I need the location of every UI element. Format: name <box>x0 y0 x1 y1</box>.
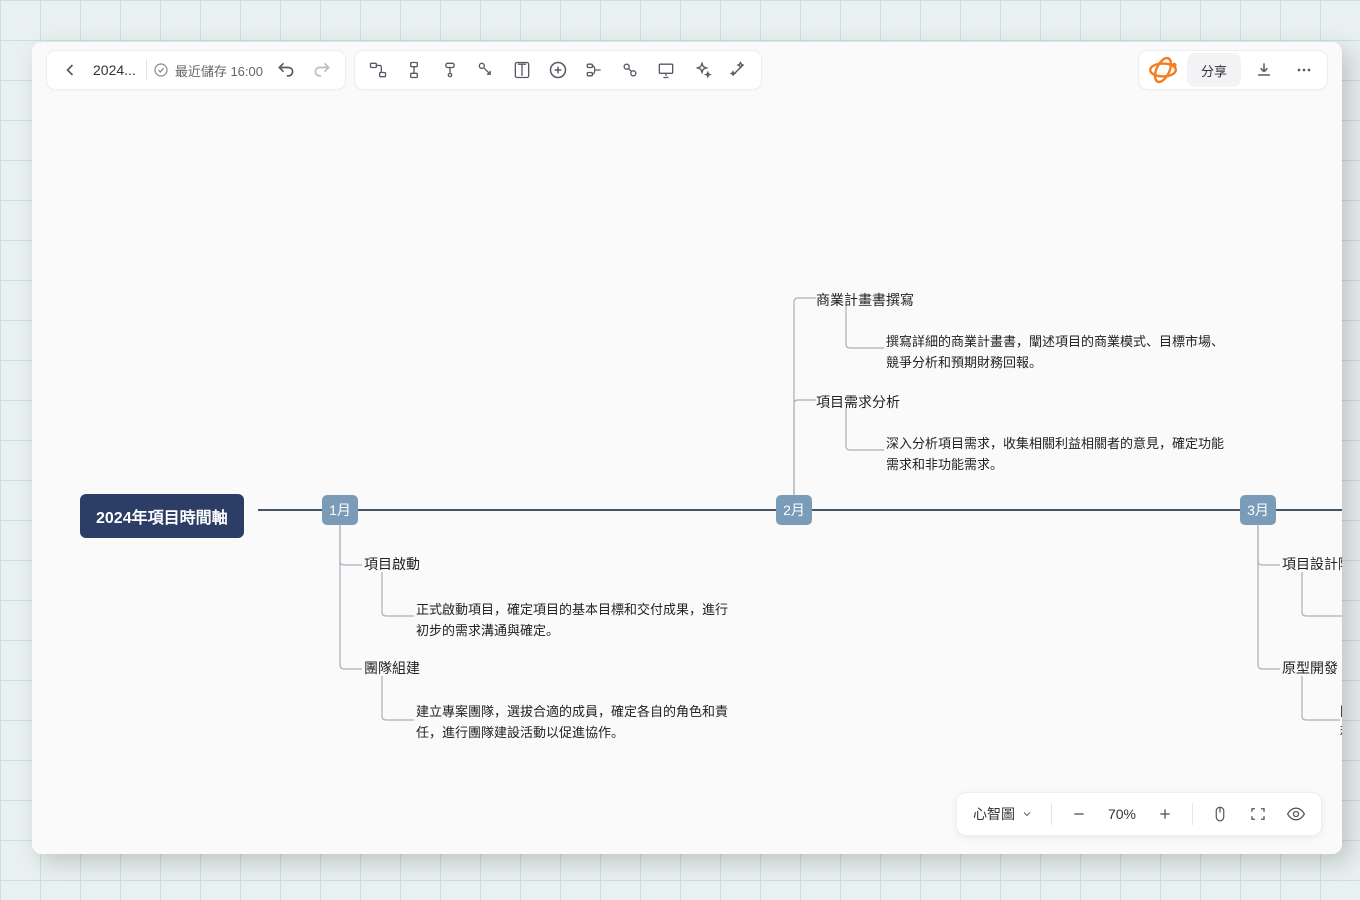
text-button[interactable] <box>505 53 539 87</box>
add-button[interactable] <box>541 53 575 87</box>
tools-group <box>354 50 762 90</box>
preview-button[interactable] <box>1281 799 1311 829</box>
magic-button[interactable] <box>721 53 755 87</box>
branch-title[interactable]: 項目需求分析 <box>816 392 900 412</box>
download-button[interactable] <box>1247 53 1281 87</box>
timeline-segment <box>812 509 1240 511</box>
branch-title[interactable]: 團隊組建 <box>364 658 420 678</box>
fit-screen-button[interactable] <box>1243 799 1273 829</box>
ai-sparkle-button[interactable] <box>685 53 719 87</box>
mindmap-root[interactable]: 2024年項目時間軸 <box>80 494 244 538</box>
month-node-1[interactable]: 1月 <box>322 495 358 525</box>
mouse-mode-button[interactable] <box>1205 799 1235 829</box>
chevron-down-icon <box>1021 808 1033 820</box>
summary-button[interactable] <box>577 53 611 87</box>
branch-desc[interactable]: 建立專案團隊，選拔合適的成員，確定各自的角色和責任，進行團隊建設活動以促進協作。 <box>416 702 736 744</box>
more-button[interactable] <box>1287 53 1321 87</box>
branch-desc[interactable]: 撰寫詳細的商業計畫書，闡述項目的商業模式、目標市場、競爭分析和預期財務回報。 <box>886 332 1226 374</box>
timeline-segment <box>258 509 322 511</box>
toolbar: 2024... 最近儲存 16:00 <box>32 42 1342 98</box>
add-floating-button[interactable] <box>433 53 467 87</box>
relationship-button[interactable] <box>469 53 503 87</box>
timeline-segment <box>1276 509 1342 511</box>
add-sibling-button[interactable] <box>397 53 431 87</box>
timeline-segment <box>358 509 776 511</box>
undo-button[interactable] <box>269 53 303 87</box>
branch-title[interactable]: 項目啟動 <box>364 554 420 574</box>
zoom-in-button[interactable] <box>1150 799 1180 829</box>
branch-desc[interactable]: 開發利益 <box>1340 702 1342 741</box>
back-button[interactable] <box>53 53 87 87</box>
title-group: 2024... 最近儲存 16:00 <box>46 50 346 90</box>
check-icon <box>153 62 169 78</box>
zoom-percent[interactable]: 70% <box>1102 806 1142 822</box>
redo-button[interactable] <box>305 53 339 87</box>
boundary-button[interactable] <box>613 53 647 87</box>
app-logo-icon[interactable] <box>1145 52 1181 88</box>
app-window: 2024... 最近儲存 16:00 <box>32 42 1342 854</box>
mindmap-canvas[interactable]: 2024年項目時間軸 1月 2月 3月 項目啟動 正式啟動項目，確定項目的基本目… <box>32 98 1342 854</box>
branch-title[interactable]: 項目設計階 <box>1282 554 1342 574</box>
branch-desc[interactable]: 深入分析項目需求，收集相關利益相關者的意見，確定功能需求和非功能需求。 <box>886 434 1226 476</box>
presentation-button[interactable] <box>649 53 683 87</box>
autosave-label: 最近儲存 16:00 <box>171 61 267 80</box>
view-mode-selector[interactable]: 心智圖 <box>967 804 1039 824</box>
view-mode-label: 心智圖 <box>973 804 1015 824</box>
zoom-out-button[interactable] <box>1064 799 1094 829</box>
add-subtopic-button[interactable] <box>361 53 395 87</box>
branch-title[interactable]: 原型開發 <box>1282 658 1338 678</box>
toolbar-right: 分享 <box>1138 50 1328 90</box>
month-node-3[interactable]: 3月 <box>1240 495 1276 525</box>
branch-desc[interactable]: 正式啟動項目，確定項目的基本目標和交付成果，進行初步的需求溝通與確定。 <box>416 600 736 642</box>
branch-title[interactable]: 商業計畫書撰寫 <box>816 290 914 310</box>
doc-title[interactable]: 2024... <box>89 62 140 78</box>
share-button[interactable]: 分享 <box>1187 53 1241 87</box>
bottombar: 心智圖 70% <box>956 792 1322 836</box>
